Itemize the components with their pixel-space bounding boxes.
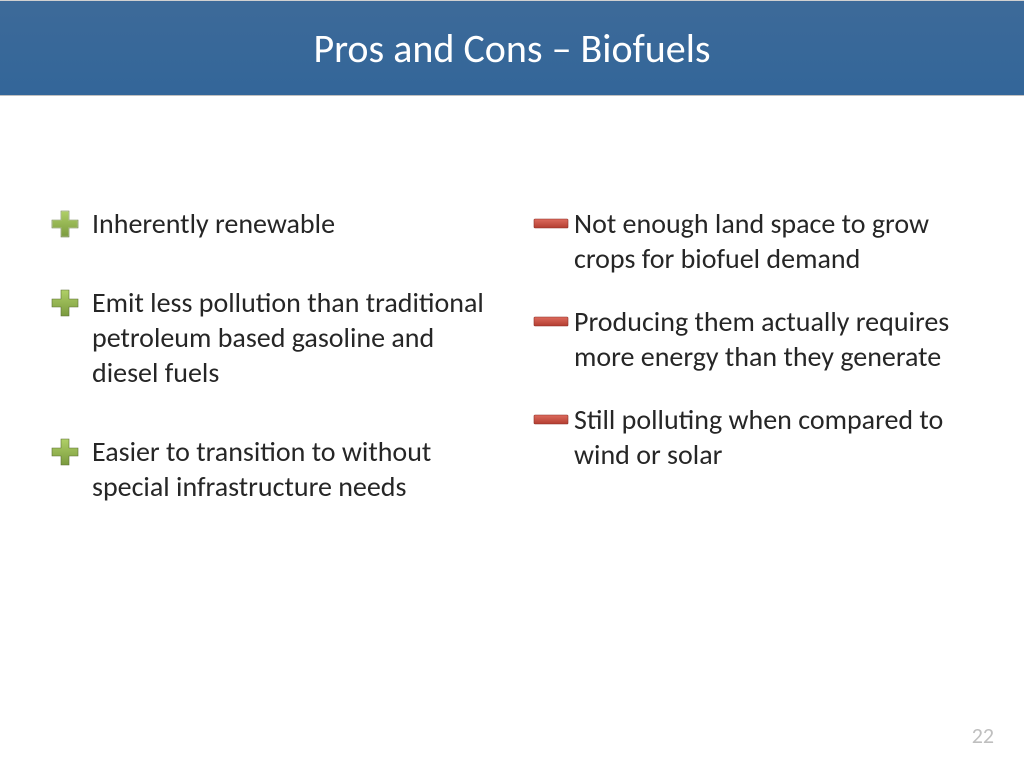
plus-icon xyxy=(50,209,80,239)
pro-item-text: Emit less pollution than traditional pet… xyxy=(92,285,492,390)
con-item-text: Not enough land space to grow crops for … xyxy=(574,206,974,276)
pro-item-text: Inherently renewable xyxy=(92,206,335,241)
minus-icon xyxy=(532,307,562,337)
cons-column: Not enough land space to grow crops for … xyxy=(532,206,974,548)
list-item: Inherently renewable xyxy=(50,206,492,241)
list-item: Easier to transition to without special … xyxy=(50,434,492,504)
pros-column: Inherently renewable Emit less pollution… xyxy=(50,206,492,548)
title-bar: Pros and Cons – Biofuels xyxy=(0,0,1024,96)
slide-title: Pros and Cons – Biofuels xyxy=(313,24,710,73)
list-item: Producing them actually requires more en… xyxy=(532,304,974,374)
list-item: Emit less pollution than traditional pet… xyxy=(50,285,492,390)
con-item-text: Still polluting when compared to wind or… xyxy=(574,402,974,472)
plus-icon xyxy=(50,288,80,318)
list-item: Still polluting when compared to wind or… xyxy=(532,402,974,472)
page-number: 22 xyxy=(972,722,994,749)
con-item-text: Producing them actually requires more en… xyxy=(574,304,974,374)
pro-item-text: Easier to transition to without special … xyxy=(92,434,492,504)
minus-icon xyxy=(532,209,562,239)
minus-icon xyxy=(532,405,562,435)
plus-icon xyxy=(50,437,80,467)
list-item: Not enough land space to grow crops for … xyxy=(532,206,974,276)
content-area: Inherently renewable Emit less pollution… xyxy=(0,96,1024,548)
